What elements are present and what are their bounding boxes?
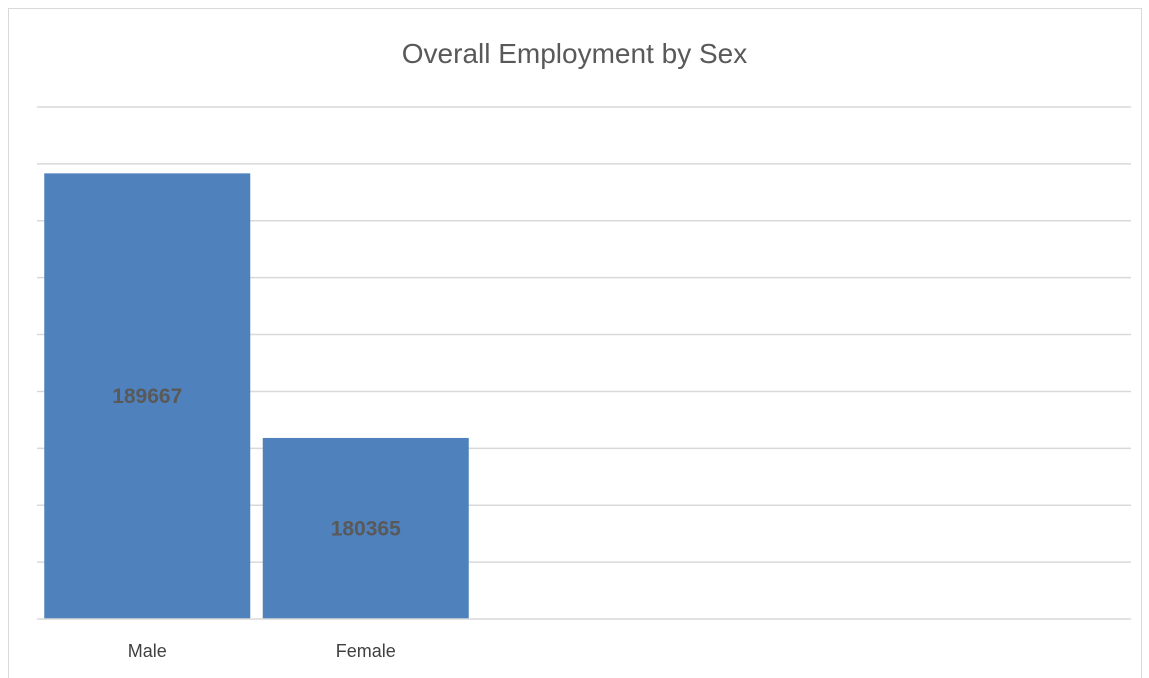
bar-female xyxy=(262,437,469,619)
chart-frame xyxy=(8,8,1142,678)
bar-male xyxy=(44,173,251,619)
x-tick-labels: Male Female xyxy=(128,641,396,661)
bars xyxy=(44,173,469,619)
x-tick-label-male: Male xyxy=(128,641,167,661)
data-label-male: 189667 xyxy=(112,385,182,408)
x-tick-label-female: Female xyxy=(336,641,396,661)
data-labels: 189667 180365 xyxy=(112,385,401,540)
chart-title: Overall Employment by Sex xyxy=(401,38,748,69)
data-label-female: 180365 xyxy=(331,517,401,540)
